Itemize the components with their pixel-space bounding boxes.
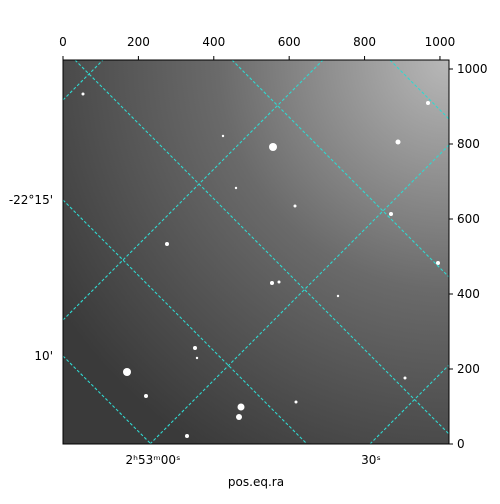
ra-tick-label: 2ʰ53ᵐ00ˢ [126,453,181,467]
axes-frame [62,59,450,445]
ra-tick-label: 30ˢ [361,453,381,467]
dec-tick-label: -22°15' [9,193,53,207]
x-tick-label: 400 [202,35,225,49]
y-tick-label: 1000 [457,62,488,76]
y-tick-label: 600 [457,212,480,226]
coordinate-grid [63,60,449,444]
x-tick-label: 1000 [425,35,456,49]
y-tick-label: 800 [457,137,480,151]
x-tick-label: 200 [127,35,150,49]
x-tick-label: 0 [59,35,67,49]
y-tick-label: 400 [457,287,480,301]
stars [81,92,440,438]
dec-tick-label: 10' [34,349,53,363]
x-tick-label: 800 [353,35,376,49]
y-tick-label: 0 [457,437,465,451]
x-tick-label: 600 [278,35,301,49]
x-axis-label: pos.eq.ra [228,475,284,489]
image [63,60,449,444]
y-tick-label: 200 [457,362,480,376]
